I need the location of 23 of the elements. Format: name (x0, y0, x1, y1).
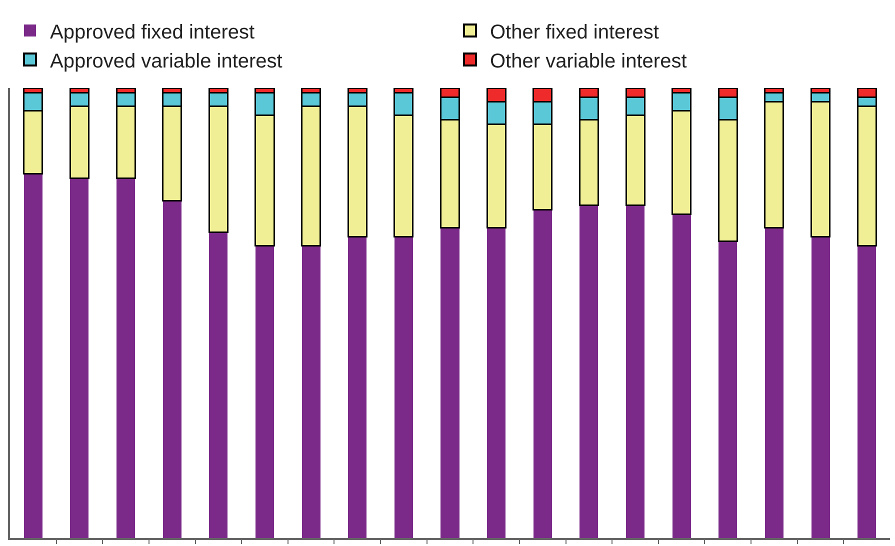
bar (70, 178, 89, 538)
bar (348, 236, 367, 538)
bar (209, 232, 228, 538)
bar (626, 205, 645, 538)
bar (24, 174, 42, 538)
legend-label: Other variable interest (490, 50, 688, 72)
bar (672, 214, 691, 538)
bar (487, 228, 506, 538)
bar (116, 178, 136, 538)
legend-label: Approved variable interest (50, 50, 283, 72)
legend-label: Other fixed interest (490, 21, 660, 44)
bar (811, 236, 830, 538)
bar (440, 228, 460, 538)
bar (764, 228, 784, 538)
bar (858, 246, 876, 538)
bar (255, 246, 274, 538)
bar (162, 200, 182, 538)
bar (302, 246, 320, 538)
bar (394, 236, 413, 538)
legend-label: Approved fixed interest (50, 21, 256, 44)
bar (718, 241, 738, 538)
bar (580, 205, 598, 538)
bar (533, 210, 552, 538)
